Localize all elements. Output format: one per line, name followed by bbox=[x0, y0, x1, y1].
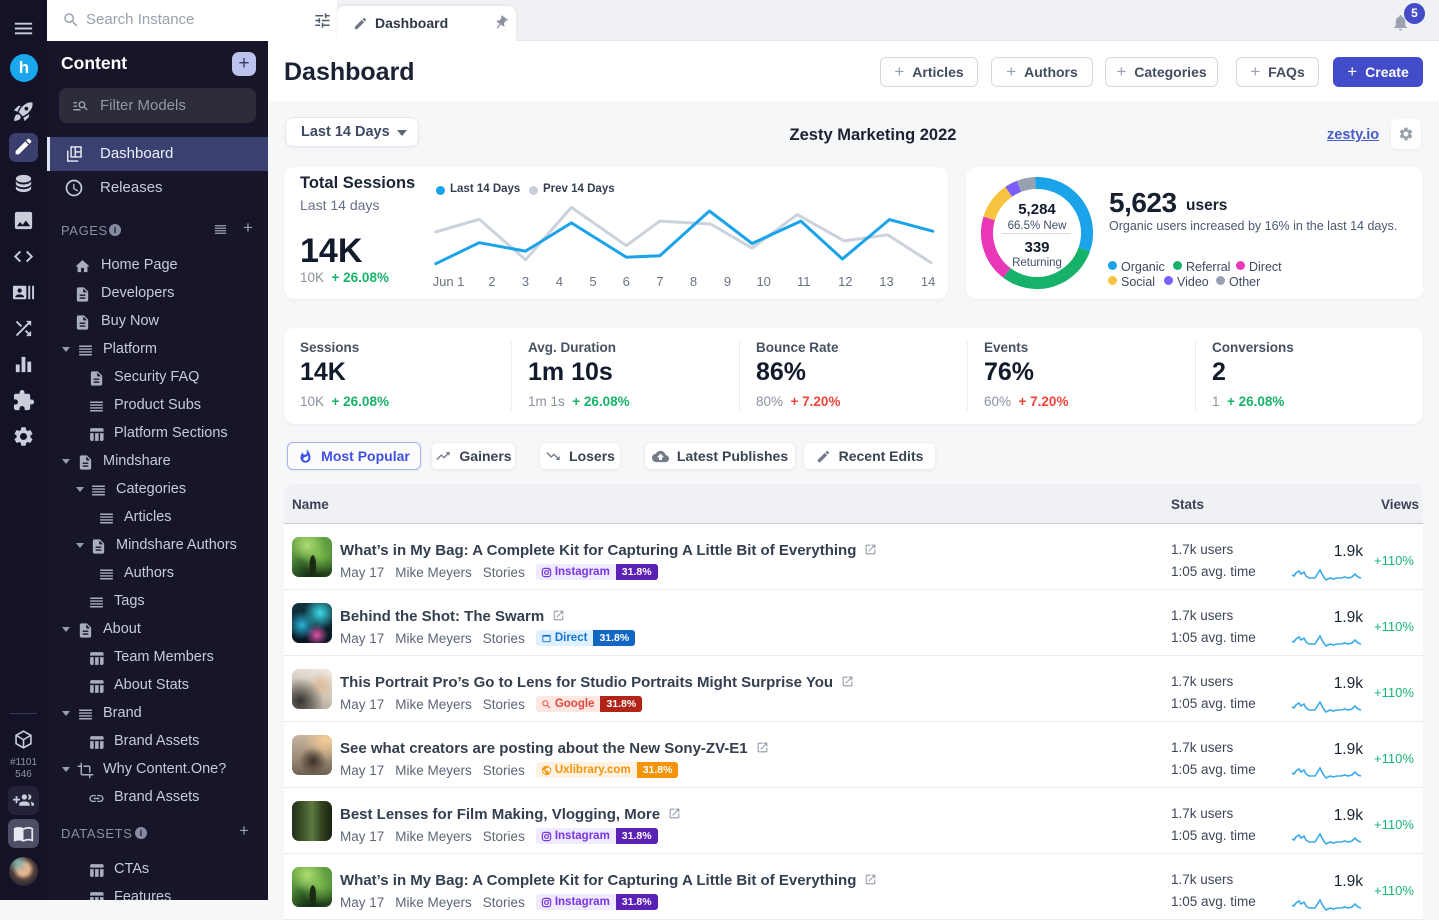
svg-text:8: 8 bbox=[690, 274, 697, 289]
svg-text:4: 4 bbox=[556, 274, 563, 289]
svg-text:3: 3 bbox=[522, 274, 529, 289]
svg-text:13: 13 bbox=[879, 274, 893, 289]
svg-text:6: 6 bbox=[623, 274, 630, 289]
svg-text:11: 11 bbox=[797, 274, 811, 289]
svg-text:Jun 1: Jun 1 bbox=[433, 274, 465, 289]
svg-text:12: 12 bbox=[838, 274, 852, 289]
svg-text:5: 5 bbox=[589, 274, 596, 289]
svg-text:2: 2 bbox=[488, 274, 495, 289]
svg-text:9: 9 bbox=[724, 274, 731, 289]
svg-text:10: 10 bbox=[756, 274, 770, 289]
svg-text:7: 7 bbox=[656, 274, 663, 289]
svg-text:14: 14 bbox=[921, 274, 935, 289]
